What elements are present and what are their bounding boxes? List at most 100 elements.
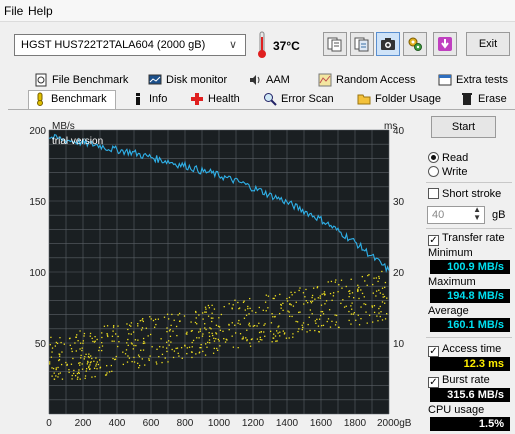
access-time-point — [324, 303, 326, 305]
menu-help[interactable]: Help — [28, 4, 53, 18]
access-time-point — [88, 366, 90, 369]
access-time-checkbox[interactable]: ✓ Access time — [428, 343, 501, 357]
access-time-point — [85, 368, 88, 370]
separator — [426, 337, 512, 338]
transfer-rate-checkbox[interactable]: ✓ Transfer rate — [428, 232, 505, 246]
access-time-point — [140, 349, 142, 351]
tab-error-scan[interactable]: Error Scan — [263, 92, 334, 111]
access-time-point — [373, 305, 376, 307]
access-time-point — [96, 361, 98, 363]
access-time-point — [381, 301, 384, 303]
access-time-point — [101, 336, 103, 339]
access-time-point — [89, 335, 91, 337]
access-time-point — [249, 307, 251, 310]
access-time-point — [357, 288, 359, 290]
file-benchmark-icon — [35, 73, 47, 87]
access-time-point — [215, 332, 217, 334]
tab-aam[interactable]: AAM — [248, 73, 290, 92]
access-time-point — [341, 287, 343, 289]
left-unit-label: MB/s — [52, 121, 75, 132]
access-time-point — [246, 329, 248, 331]
read-radio[interactable]: Read — [428, 152, 468, 164]
grid — [48, 129, 390, 415]
write-radio[interactable]: Write — [428, 166, 467, 178]
burst-rate-checkbox[interactable]: ✓ Burst rate — [428, 374, 490, 388]
short-stroke-spinner[interactable]: 40 ▲ ▼ — [427, 206, 485, 224]
access-time-point — [63, 343, 65, 345]
access-time-point — [290, 304, 292, 306]
read-radio-label: Read — [442, 152, 469, 164]
save-button[interactable] — [433, 32, 457, 56]
access-time-point — [127, 328, 129, 331]
start-button[interactable]: Start — [431, 116, 496, 138]
access-time-point — [249, 342, 251, 344]
access-time-point — [264, 301, 267, 303]
drive-select-value: HGST HUS722T2TALA604 (2000 gB) — [21, 39, 206, 51]
tab-aam-label: AAM — [266, 73, 290, 86]
access-time-point — [208, 332, 210, 334]
access-time-point — [361, 275, 363, 278]
short-stroke-checkbox[interactable]: Short stroke — [428, 188, 501, 200]
access-time-point — [322, 313, 325, 315]
spinner-arrows-icon[interactable]: ▲ ▼ — [473, 205, 481, 222]
drive-select[interactable]: HGST HUS722T2TALA604 (2000 gB) ∨ — [14, 34, 246, 56]
access-time-point — [131, 360, 133, 363]
tab-health[interactable]: Health — [190, 92, 240, 111]
access-time-point — [130, 322, 133, 324]
access-time-point — [184, 345, 186, 347]
access-time-point — [361, 292, 364, 295]
access-time-point — [271, 341, 273, 343]
access-time-point — [166, 330, 168, 333]
access-time-point — [371, 321, 374, 323]
access-time-point — [95, 365, 97, 367]
access-time-point — [50, 356, 53, 358]
access-time-label: Access time — [442, 343, 502, 355]
access-time-point — [79, 378, 81, 380]
access-time-point — [297, 330, 299, 333]
tab-info[interactable]: Info — [131, 92, 167, 111]
cpu-usage-value: 1.5% — [430, 417, 510, 431]
access-time-point — [200, 343, 202, 346]
access-time-point — [311, 296, 313, 299]
access-time-point — [126, 342, 128, 344]
menu-file[interactable]: File — [4, 4, 24, 18]
copy-info-button[interactable] — [350, 32, 374, 56]
access-time-point — [84, 375, 87, 377]
access-time-point — [135, 344, 137, 347]
access-time-point — [204, 323, 206, 325]
access-time-point — [215, 338, 217, 340]
tab-file-benchmark[interactable]: File Benchmark — [34, 73, 128, 92]
tab-folder-usage[interactable]: Folder Usage — [357, 92, 441, 111]
access-time-point — [357, 284, 359, 286]
access-time-point — [166, 313, 169, 315]
access-time-point — [330, 280, 333, 283]
access-time-point — [237, 346, 239, 349]
access-time-point — [311, 313, 313, 315]
access-time-point — [104, 374, 107, 376]
separator — [426, 228, 512, 229]
exit-button[interactable]: Exit — [466, 32, 510, 56]
tab-erase[interactable]: Erase — [460, 92, 507, 111]
tab-benchmark[interactable]: Benchmark — [28, 90, 116, 109]
access-time-point — [360, 306, 362, 308]
access-time-point — [49, 363, 51, 365]
access-time-point — [290, 291, 292, 293]
access-time-point — [358, 286, 360, 289]
access-time-point — [88, 356, 90, 359]
tab-disk-monitor[interactable]: Disk monitor — [148, 73, 227, 92]
tab-random-access[interactable]: Random Access — [318, 73, 415, 92]
access-time-point — [292, 333, 294, 335]
copy-text-button[interactable] — [323, 32, 347, 56]
access-time-point — [68, 369, 70, 371]
access-time-point — [200, 347, 202, 349]
access-time-point — [75, 350, 77, 352]
access-time-point — [111, 370, 113, 372]
tab-extra-tests[interactable]: Extra tests — [438, 73, 508, 92]
access-time-point — [363, 296, 365, 298]
options-button[interactable] — [403, 32, 427, 56]
x-tick-label: 600 — [143, 418, 160, 429]
access-time-point — [106, 372, 108, 374]
screenshot-button[interactable] — [376, 32, 400, 56]
transfer-rate-label: Transfer rate — [442, 232, 505, 244]
access-time-point — [90, 355, 92, 357]
